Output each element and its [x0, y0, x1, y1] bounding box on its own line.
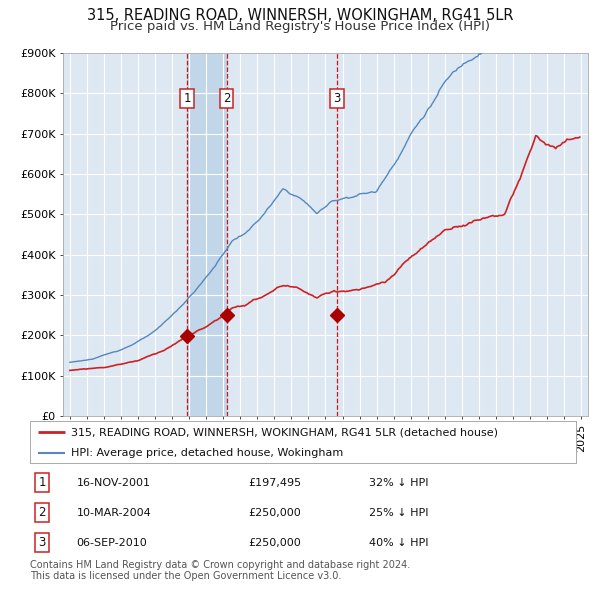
Text: 3: 3: [334, 92, 341, 105]
Text: £250,000: £250,000: [248, 538, 301, 548]
Text: 25% ↓ HPI: 25% ↓ HPI: [368, 508, 428, 518]
Text: 32% ↓ HPI: 32% ↓ HPI: [368, 477, 428, 487]
Text: 1: 1: [38, 476, 46, 489]
Text: Price paid vs. HM Land Registry's House Price Index (HPI): Price paid vs. HM Land Registry's House …: [110, 20, 490, 33]
Text: 40% ↓ HPI: 40% ↓ HPI: [368, 538, 428, 548]
Text: Contains HM Land Registry data © Crown copyright and database right 2024.: Contains HM Land Registry data © Crown c…: [30, 560, 410, 571]
Text: 315, READING ROAD, WINNERSH, WOKINGHAM, RG41 5LR (detached house): 315, READING ROAD, WINNERSH, WOKINGHAM, …: [71, 427, 498, 437]
Text: HPI: Average price, detached house, Wokingham: HPI: Average price, detached house, Woki…: [71, 448, 343, 457]
Text: 06-SEP-2010: 06-SEP-2010: [76, 538, 147, 548]
Text: 16-NOV-2001: 16-NOV-2001: [76, 477, 151, 487]
Text: 3: 3: [38, 536, 46, 549]
Text: 10-MAR-2004: 10-MAR-2004: [76, 508, 151, 518]
Text: 315, READING ROAD, WINNERSH, WOKINGHAM, RG41 5LR: 315, READING ROAD, WINNERSH, WOKINGHAM, …: [87, 8, 513, 22]
Text: £250,000: £250,000: [248, 508, 301, 518]
Text: 2: 2: [223, 92, 230, 105]
Text: 1: 1: [184, 92, 191, 105]
Text: This data is licensed under the Open Government Licence v3.0.: This data is licensed under the Open Gov…: [30, 571, 341, 581]
Text: 2: 2: [38, 506, 46, 519]
Text: £197,495: £197,495: [248, 477, 302, 487]
Bar: [187, 53, 226, 416]
